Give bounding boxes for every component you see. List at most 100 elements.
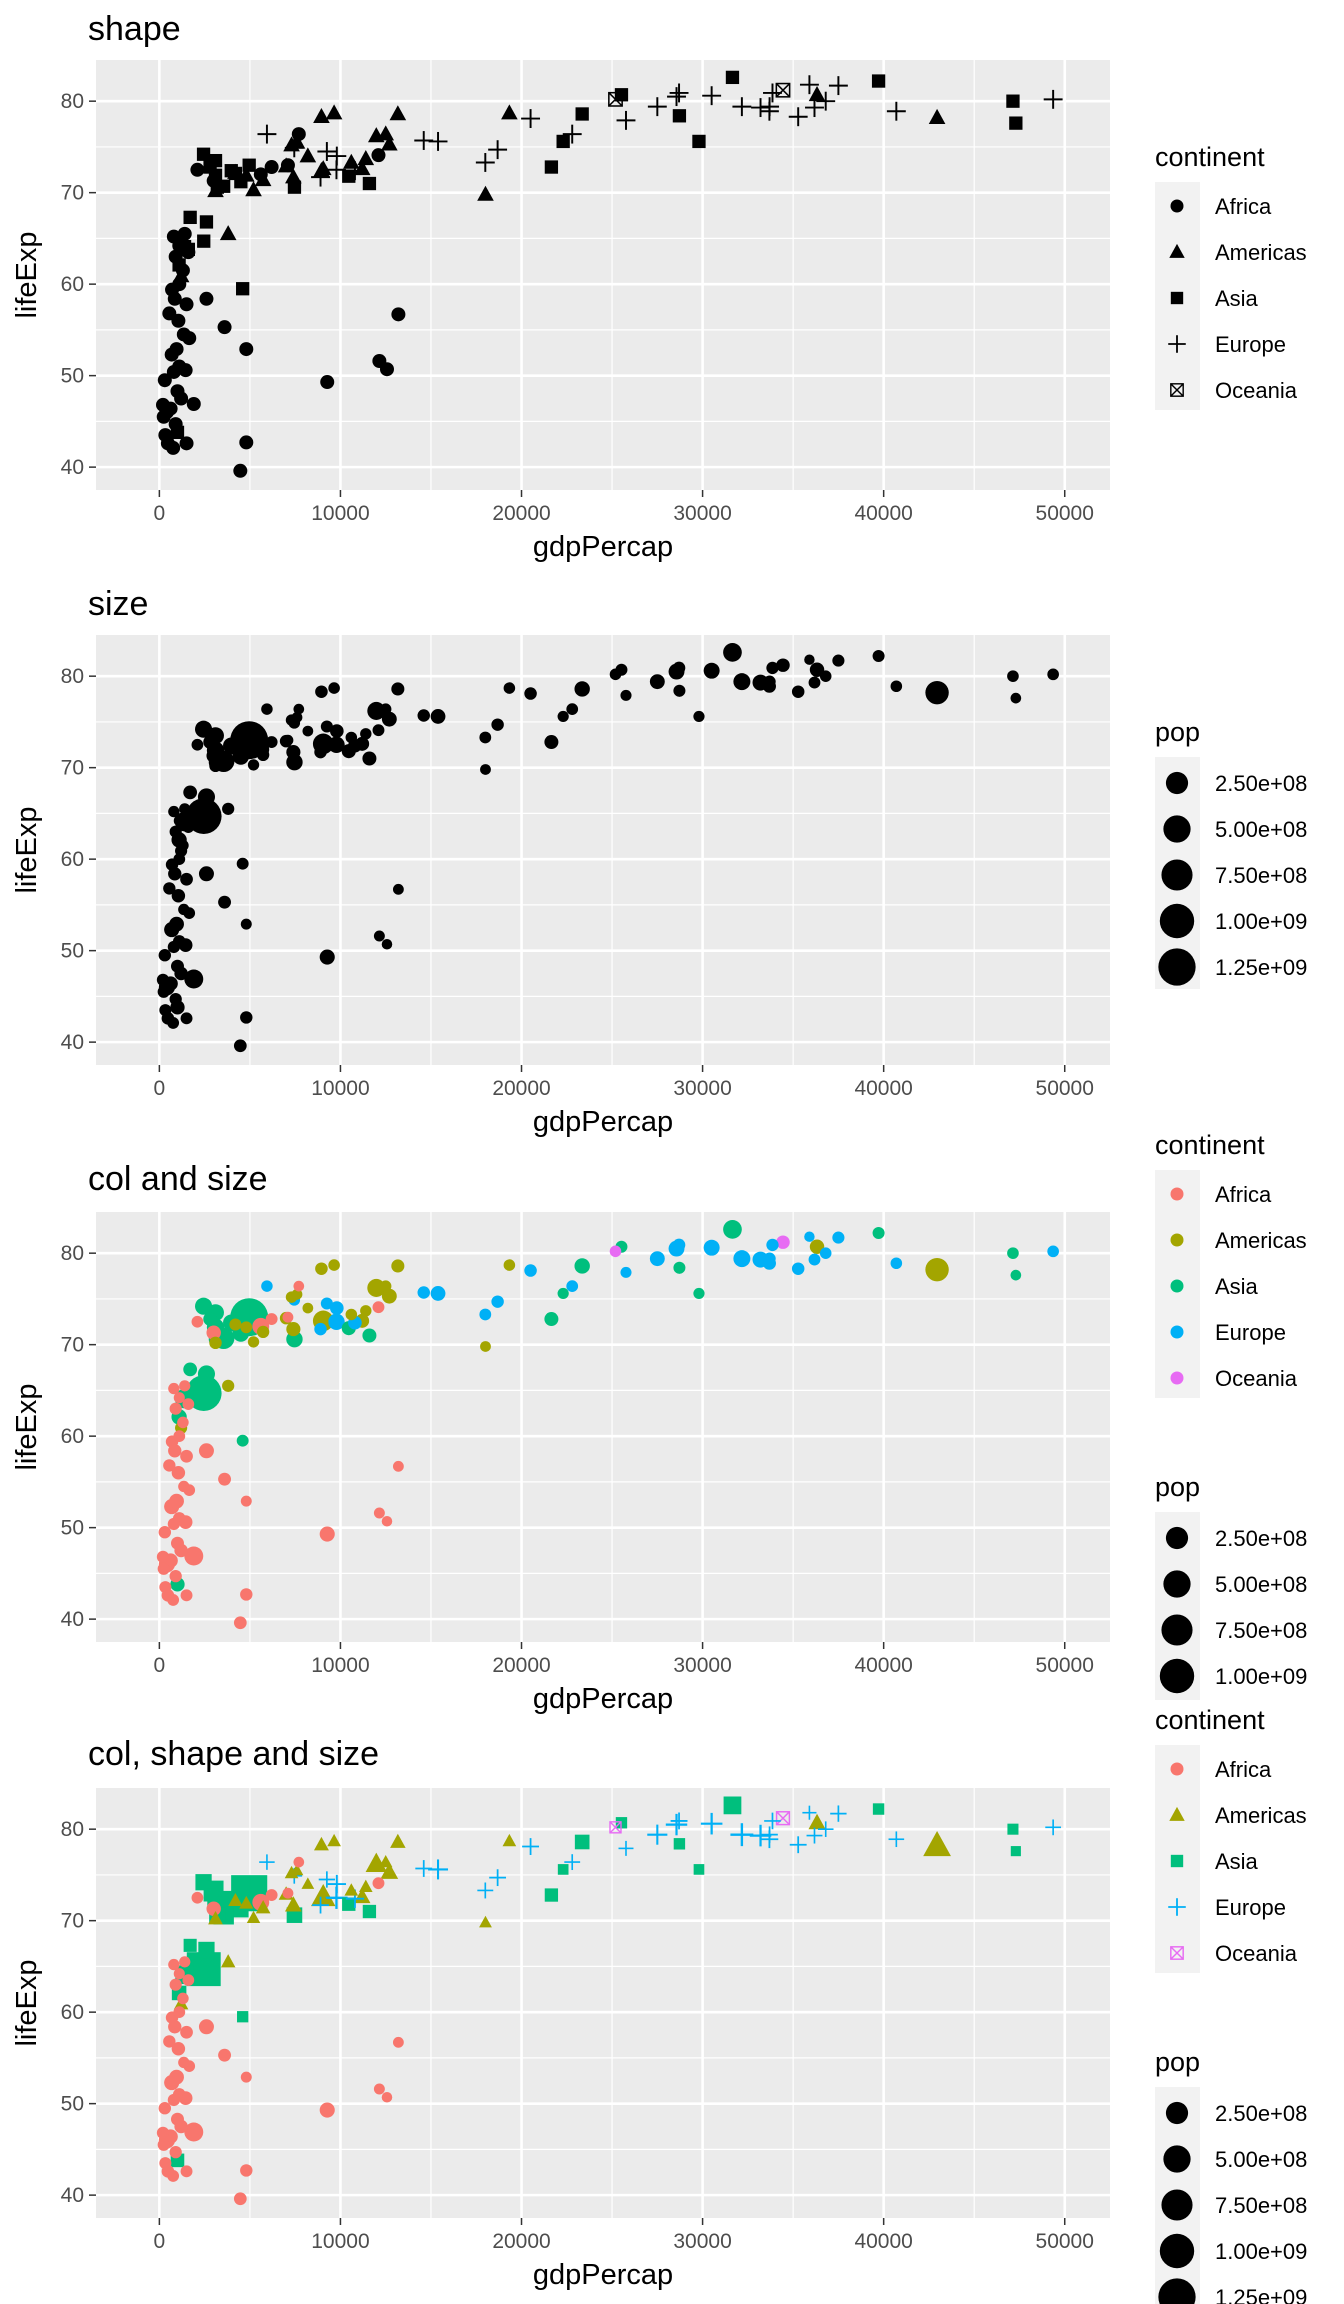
panel-background	[96, 635, 1110, 1065]
legend-continent: continent Africa Americas Asia Europe Oceania	[1155, 142, 1307, 410]
data-point	[236, 1434, 249, 1447]
data-point	[156, 973, 170, 987]
data-point	[802, 1805, 817, 1820]
legend-title: pop	[1155, 2047, 1200, 2077]
data-point	[616, 110, 636, 130]
data-point	[776, 1235, 790, 1249]
data-point	[488, 140, 508, 160]
data-point	[693, 1287, 705, 1300]
data-point	[291, 711, 303, 723]
data-point	[264, 160, 279, 175]
data-point	[609, 1245, 622, 1258]
y-tick-label: 70	[61, 182, 84, 205]
legend-label-oceania: Oceania	[1215, 1941, 1298, 1966]
legend-label-africa: Africa	[1215, 194, 1272, 219]
data-point	[320, 375, 335, 390]
data-point	[173, 1968, 185, 1980]
data-point	[169, 1569, 182, 1583]
data-point	[159, 1004, 172, 1017]
data-point	[157, 373, 172, 388]
y-tick-label: 80	[61, 1818, 84, 1841]
data-point	[197, 234, 211, 248]
legend-key-americas	[1170, 1233, 1184, 1247]
data-point	[171, 1466, 186, 1480]
data-point	[203, 735, 217, 749]
data-point	[228, 166, 243, 181]
legend-label-africa: Africa	[1215, 1757, 1272, 1782]
legend-title: continent	[1155, 1130, 1265, 1160]
x-tick-label: 30000	[673, 2230, 731, 2253]
data-point	[647, 97, 667, 117]
data-point	[325, 104, 343, 120]
legend-key-pop	[1165, 771, 1189, 795]
data-point	[665, 1813, 688, 1836]
data-point	[168, 805, 180, 818]
data-point	[886, 101, 906, 121]
panel-background	[96, 60, 1110, 490]
data-point	[381, 938, 393, 950]
data-point	[286, 1322, 301, 1337]
data-point	[1009, 116, 1023, 130]
data-point	[732, 97, 752, 117]
data-point	[430, 1286, 446, 1301]
data-point	[672, 109, 687, 123]
data-point	[217, 179, 231, 193]
data-point	[173, 1392, 185, 1404]
data-point	[371, 148, 386, 163]
data-point	[157, 1562, 170, 1575]
data-point	[763, 83, 782, 103]
data-point	[618, 1840, 634, 1856]
data-point	[776, 658, 790, 672]
data-point	[672, 661, 686, 675]
data-point	[344, 1883, 359, 1896]
data-point	[1007, 670, 1019, 682]
data-point	[360, 728, 372, 740]
legend-key-pop	[1163, 2145, 1191, 2173]
x-tick-label: 40000	[854, 502, 912, 525]
y-tick-label: 80	[61, 665, 84, 688]
data-point	[809, 662, 825, 677]
legend-continent: continent Africa Americas Asia Europe Oceania	[1155, 1705, 1307, 1973]
data-point	[330, 1301, 344, 1315]
data-point	[1010, 1846, 1021, 1857]
data-point	[723, 1220, 742, 1239]
data-point	[301, 1877, 315, 1889]
data-point	[703, 662, 720, 679]
data-point	[179, 1956, 191, 1968]
legend-label-pop: 2.50e+08	[1215, 2101, 1307, 2126]
data-point	[172, 258, 186, 272]
data-point	[315, 685, 328, 699]
x-tick-label: 30000	[673, 502, 731, 525]
legend-title: continent	[1155, 1705, 1265, 1735]
data-point	[1007, 1823, 1019, 1835]
y-tick-label: 60	[61, 2001, 84, 2024]
data-point	[190, 162, 205, 177]
data-point	[557, 710, 569, 723]
data-point	[318, 1871, 336, 1888]
x-tick-label: 20000	[492, 1654, 550, 1677]
data-point	[191, 738, 204, 751]
data-point	[524, 687, 537, 700]
data-point	[293, 1280, 305, 1292]
data-point	[237, 2011, 249, 2023]
data-point	[923, 1831, 951, 1857]
data-point	[257, 124, 277, 144]
legend-key-pop	[1165, 1526, 1189, 1550]
data-point	[171, 2042, 186, 2056]
data-point	[373, 1507, 385, 1519]
data-point	[808, 676, 821, 689]
data-point	[158, 428, 173, 443]
data-point	[314, 745, 327, 759]
data-point	[163, 2035, 176, 2048]
data-point	[730, 1823, 754, 1847]
data-point	[872, 650, 885, 663]
data-point	[170, 2112, 184, 2126]
data-point	[830, 1805, 847, 1822]
y-tick-label: 40	[61, 1031, 84, 1054]
data-point	[392, 1460, 404, 1472]
data-point	[184, 2122, 204, 2142]
data-point	[261, 703, 273, 715]
legend-key-oceania	[1170, 383, 1184, 397]
x-tick-label: 10000	[311, 502, 369, 525]
y-tick-label: 70	[61, 757, 84, 780]
